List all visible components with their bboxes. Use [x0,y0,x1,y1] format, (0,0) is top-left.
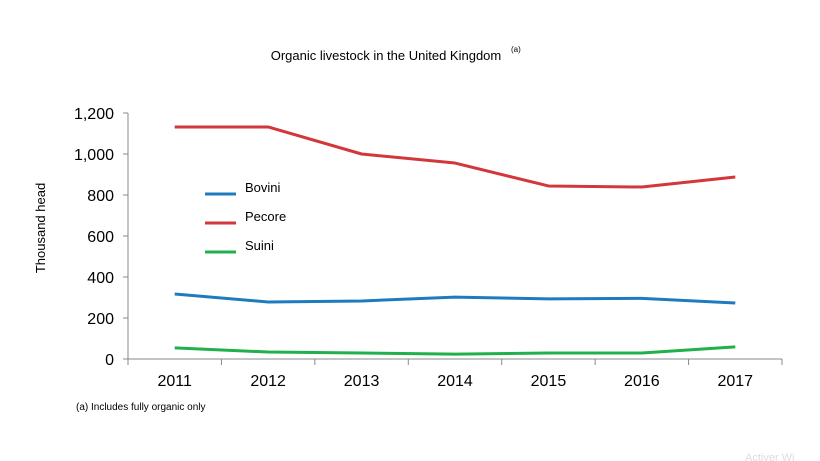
y-axis-label: Thousand head [33,183,48,273]
y-tick-label: 0 [105,352,114,369]
x-tick-label: 2016 [624,373,660,390]
y-tick-label: 1,000 [74,147,114,164]
footnote: (a) Includes fully organic only [76,402,206,413]
series-line-bovini [174,292,736,305]
y-tick-label: 800 [87,188,114,205]
x-tick-label: 2017 [717,373,753,390]
y-tick-label: 600 [87,229,114,246]
x-tick-label: 2014 [437,373,473,390]
chart-title: Organic livestock in the United Kingdom [271,48,502,63]
y-tick-label: 400 [87,270,114,287]
x-tick-label: 2013 [344,373,380,390]
series-line-suini [174,345,736,356]
y-tick-label: 200 [87,311,114,328]
x-tick-label: 2012 [250,373,286,390]
y-tick-label: 1,200 [74,106,114,123]
series-line-pecore [174,125,736,189]
x-tick-label: 2015 [531,373,567,390]
watermark: Activer Wi [745,452,795,461]
legend-label-bovini: Bovini [245,180,281,195]
legend-label-suini: Suini [245,238,274,253]
legend-label-pecore: Pecore [245,209,286,224]
x-tick-label: 2011 [158,373,193,390]
chart-title-superscript: (a) [511,45,521,54]
